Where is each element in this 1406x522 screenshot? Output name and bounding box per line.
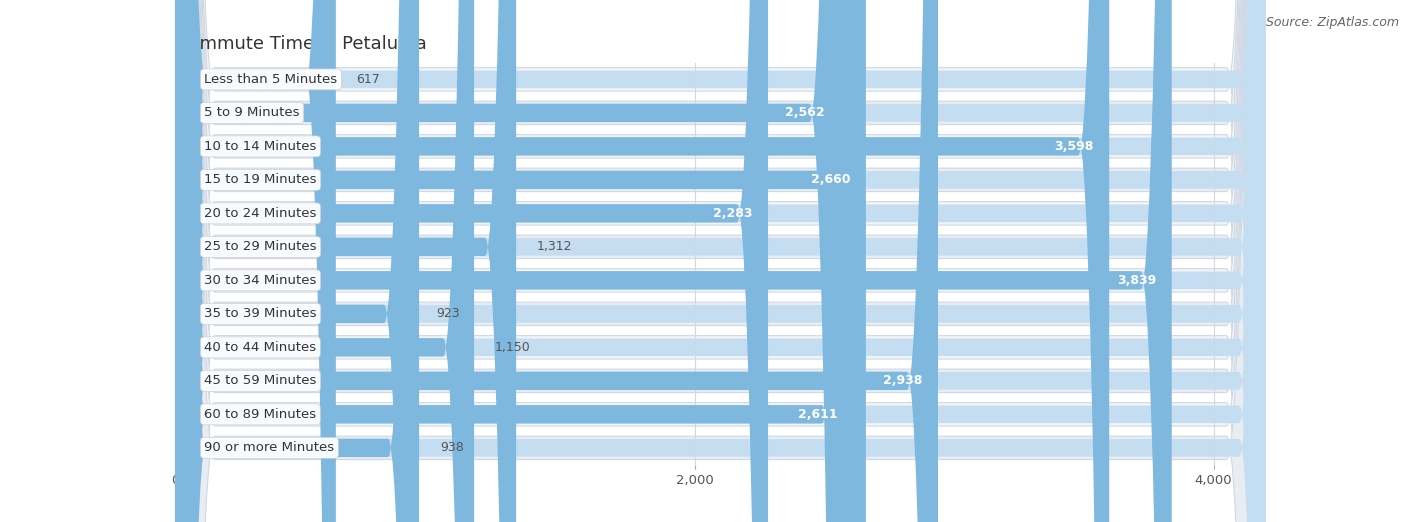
Text: 40 to 44 Minutes: 40 to 44 Minutes bbox=[204, 341, 316, 354]
Text: Less than 5 Minutes: Less than 5 Minutes bbox=[204, 73, 337, 86]
FancyBboxPatch shape bbox=[176, 0, 1265, 522]
Text: 10 to 14 Minutes: 10 to 14 Minutes bbox=[204, 140, 316, 153]
FancyBboxPatch shape bbox=[176, 0, 1265, 522]
Text: 20 to 24 Minutes: 20 to 24 Minutes bbox=[204, 207, 316, 220]
Text: 1,312: 1,312 bbox=[537, 240, 572, 253]
Text: 25 to 29 Minutes: 25 to 29 Minutes bbox=[204, 240, 316, 253]
FancyBboxPatch shape bbox=[176, 0, 938, 522]
FancyBboxPatch shape bbox=[176, 0, 1265, 522]
Text: 938: 938 bbox=[440, 441, 464, 454]
FancyBboxPatch shape bbox=[176, 0, 1265, 522]
FancyBboxPatch shape bbox=[176, 0, 1265, 522]
Text: 617: 617 bbox=[357, 73, 381, 86]
Text: Source: ZipAtlas.com: Source: ZipAtlas.com bbox=[1265, 16, 1399, 29]
Text: 5 to 9 Minutes: 5 to 9 Minutes bbox=[204, 106, 299, 120]
FancyBboxPatch shape bbox=[176, 0, 1265, 522]
FancyBboxPatch shape bbox=[176, 0, 1265, 522]
FancyBboxPatch shape bbox=[176, 0, 1265, 522]
FancyBboxPatch shape bbox=[176, 0, 1265, 522]
Text: 923: 923 bbox=[436, 307, 460, 321]
FancyBboxPatch shape bbox=[176, 0, 1171, 522]
Text: 2,562: 2,562 bbox=[785, 106, 825, 120]
FancyBboxPatch shape bbox=[176, 0, 415, 522]
Text: 1,150: 1,150 bbox=[495, 341, 530, 354]
Text: 2,938: 2,938 bbox=[883, 374, 922, 387]
Text: 45 to 59 Minutes: 45 to 59 Minutes bbox=[204, 374, 316, 387]
FancyBboxPatch shape bbox=[176, 0, 1265, 522]
Text: 3,598: 3,598 bbox=[1054, 140, 1094, 153]
FancyBboxPatch shape bbox=[176, 0, 1265, 522]
Text: Commute Time in Petaluma: Commute Time in Petaluma bbox=[176, 35, 426, 53]
Text: 60 to 89 Minutes: 60 to 89 Minutes bbox=[204, 408, 316, 421]
FancyBboxPatch shape bbox=[176, 0, 1265, 522]
FancyBboxPatch shape bbox=[176, 0, 1265, 522]
Text: 3,839: 3,839 bbox=[1116, 274, 1156, 287]
FancyBboxPatch shape bbox=[176, 0, 1265, 522]
FancyBboxPatch shape bbox=[176, 0, 841, 522]
Text: 2,660: 2,660 bbox=[811, 173, 851, 186]
FancyBboxPatch shape bbox=[176, 0, 1265, 522]
FancyBboxPatch shape bbox=[176, 0, 1265, 522]
FancyBboxPatch shape bbox=[176, 0, 474, 522]
FancyBboxPatch shape bbox=[176, 0, 1265, 522]
Text: 15 to 19 Minutes: 15 to 19 Minutes bbox=[204, 173, 316, 186]
FancyBboxPatch shape bbox=[176, 0, 1265, 522]
Text: 30 to 34 Minutes: 30 to 34 Minutes bbox=[204, 274, 316, 287]
Text: 2,611: 2,611 bbox=[799, 408, 838, 421]
FancyBboxPatch shape bbox=[176, 0, 1265, 522]
FancyBboxPatch shape bbox=[176, 0, 866, 522]
FancyBboxPatch shape bbox=[176, 0, 419, 522]
FancyBboxPatch shape bbox=[176, 0, 336, 522]
FancyBboxPatch shape bbox=[176, 0, 1265, 522]
FancyBboxPatch shape bbox=[176, 0, 1265, 522]
FancyBboxPatch shape bbox=[176, 0, 1265, 522]
Text: 35 to 39 Minutes: 35 to 39 Minutes bbox=[204, 307, 316, 321]
Text: 2,283: 2,283 bbox=[713, 207, 752, 220]
FancyBboxPatch shape bbox=[176, 0, 516, 522]
FancyBboxPatch shape bbox=[176, 0, 853, 522]
FancyBboxPatch shape bbox=[176, 0, 768, 522]
FancyBboxPatch shape bbox=[176, 0, 1265, 522]
FancyBboxPatch shape bbox=[176, 0, 1109, 522]
FancyBboxPatch shape bbox=[176, 0, 1265, 522]
Text: 90 or more Minutes: 90 or more Minutes bbox=[204, 441, 335, 454]
